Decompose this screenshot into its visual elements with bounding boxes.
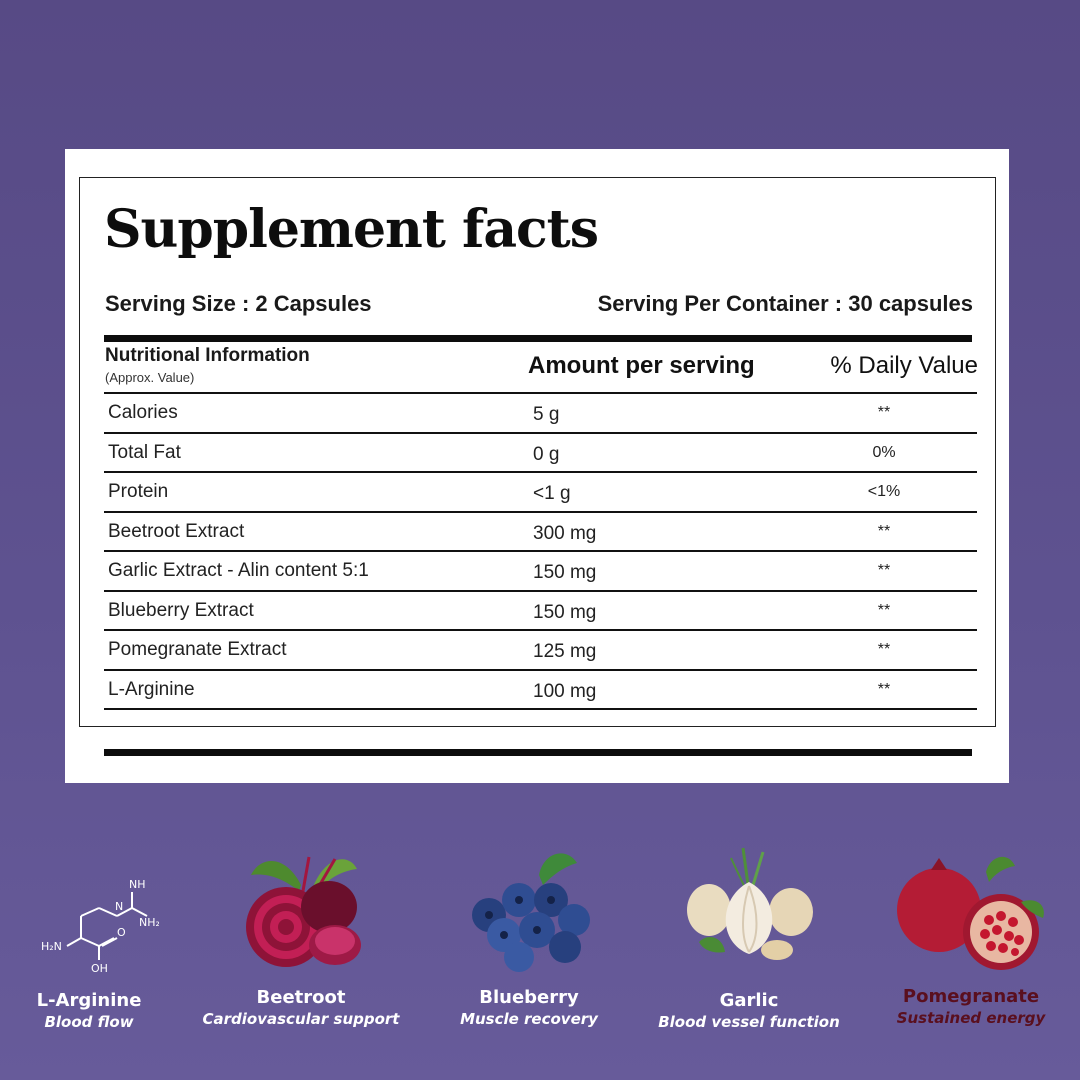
amount-per-serving-header: Amount per serving bbox=[528, 352, 755, 379]
row-name: Total Fat bbox=[108, 441, 181, 463]
table-row: Pomegranate Extract 125 mg ** bbox=[104, 631, 977, 671]
ingredient-benefit: Sustained energy bbox=[896, 1009, 1046, 1027]
row-daily-value: ** bbox=[877, 641, 891, 658]
row-name: Pomegranate Extract bbox=[108, 639, 287, 660]
nutritional-info-label: Nutritional Information bbox=[105, 345, 310, 366]
ingredient-name: Pomegranate bbox=[902, 986, 1040, 1007]
table-row: Beetroot Extract 300 mg ** bbox=[104, 513, 977, 552]
ingredient-benefit: Muscle recovery bbox=[460, 1010, 598, 1028]
approx-value-label: (Approx. Value) bbox=[105, 370, 195, 385]
facts-frame bbox=[79, 177, 996, 727]
supplement-facts-panel: Supplement facts Serving Size : 2 Capsul… bbox=[65, 149, 1009, 783]
molecule-label: N bbox=[115, 900, 123, 913]
row-amount: 0 g bbox=[533, 443, 560, 465]
ingredient-name: Blueberry bbox=[479, 987, 579, 1008]
garlic-image bbox=[687, 847, 813, 960]
daily-value-header: % Daily Value bbox=[830, 352, 978, 379]
molecule-label: NH₂ bbox=[139, 916, 159, 929]
row-daily-value: ** bbox=[877, 601, 891, 619]
serving-per-container: Serving Per Container : 30 capsules bbox=[597, 291, 973, 316]
row-daily-value: 0% bbox=[872, 443, 896, 461]
row-amount: <1 g bbox=[533, 483, 571, 504]
ingredient-benefit: Cardiovascular support bbox=[202, 1010, 400, 1028]
row-amount: 300 mg bbox=[533, 522, 597, 544]
row-amount: 125 mg bbox=[533, 641, 597, 662]
row-amount: 5 g bbox=[533, 404, 560, 425]
row-daily-value: ** bbox=[877, 680, 891, 698]
ingredient-name: L-Arginine bbox=[36, 990, 142, 1011]
row-amount: 150 mg bbox=[533, 601, 597, 623]
serving-size: Serving Size : 2 Capsules bbox=[105, 291, 372, 316]
row-daily-value: ** bbox=[877, 522, 891, 540]
divider-thick-bottom bbox=[104, 749, 972, 756]
facts-table: Calories 5 g ** Total Fat 0 g 0% Protein… bbox=[104, 392, 977, 710]
molecule-label: O bbox=[117, 926, 126, 939]
row-name: L-Arginine bbox=[108, 678, 195, 700]
row-amount: 100 mg bbox=[533, 680, 597, 702]
table-row: L-Arginine 100 mg ** bbox=[104, 671, 977, 710]
molecule-label: OH bbox=[91, 962, 108, 975]
row-daily-value: <1% bbox=[867, 483, 901, 500]
row-daily-value: ** bbox=[877, 404, 891, 421]
row-name: Garlic Extract - Alin content 5:1 bbox=[108, 560, 369, 581]
divider-thick-top bbox=[104, 335, 972, 342]
blueberry-image bbox=[472, 853, 590, 972]
row-name: Protein bbox=[108, 481, 169, 502]
ingredient-name: Beetroot bbox=[256, 987, 346, 1008]
table-row: Blueberry Extract 150 mg ** bbox=[104, 592, 977, 631]
ingredient-benefit: Blood flow bbox=[44, 1013, 134, 1031]
table-row: Calories 5 g ** bbox=[104, 394, 977, 434]
page-title: Supplement facts bbox=[104, 199, 599, 260]
table-row: Garlic Extract - Alin content 5:1 150 mg… bbox=[104, 552, 977, 592]
ingredients-strip: H₂N NH NH₂ O OH N L-Arginine Blood flow … bbox=[0, 830, 1080, 1050]
row-name: Blueberry Extract bbox=[108, 599, 254, 621]
row-name: Calories bbox=[108, 402, 178, 423]
beetroot-image bbox=[246, 856, 361, 967]
row-amount: 150 mg bbox=[533, 562, 597, 583]
row-daily-value: ** bbox=[877, 562, 891, 579]
molecule-label: H₂N bbox=[41, 940, 62, 953]
ingredient-benefit: Blood vessel function bbox=[658, 1013, 840, 1031]
table-row: Protein <1 g <1% bbox=[104, 473, 977, 513]
table-row: Total Fat 0 g 0% bbox=[104, 434, 977, 473]
l-arginine-molecule-icon: H₂N NH NH₂ O OH N bbox=[41, 878, 159, 975]
molecule-label: NH bbox=[129, 878, 146, 891]
ingredient-name: Garlic bbox=[719, 990, 779, 1011]
pomegranate-image bbox=[897, 856, 1044, 970]
row-name: Beetroot Extract bbox=[108, 520, 245, 542]
